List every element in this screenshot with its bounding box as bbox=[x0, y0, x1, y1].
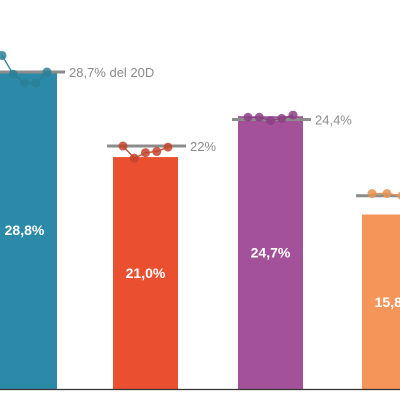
poll-point bbox=[118, 141, 128, 151]
poll-point bbox=[266, 116, 275, 126]
reference-label: 28,7% del 20D bbox=[69, 65, 154, 80]
poll-point bbox=[254, 112, 264, 122]
poll-point bbox=[129, 153, 139, 163]
labels-layer: 28,7% del 20D 28,8% 22% 21,0% 24,4% 24,7% 15,8… bbox=[5, 65, 400, 310]
poll-point bbox=[367, 189, 377, 199]
poll-point bbox=[8, 69, 18, 79]
bars-layer bbox=[0, 70, 400, 390]
bar-value-label: 15,8% bbox=[375, 294, 400, 310]
reference-label: 22% bbox=[190, 139, 216, 154]
poll-point bbox=[31, 78, 41, 88]
poll-point bbox=[141, 148, 150, 158]
bar bbox=[0, 70, 57, 390]
poll-point bbox=[288, 110, 298, 120]
poll-trend-line bbox=[372, 192, 400, 197]
poll-point bbox=[42, 67, 52, 77]
poll-point bbox=[163, 142, 173, 152]
poll-points-layer bbox=[0, 50, 400, 200]
bar bbox=[238, 116, 303, 390]
poll-point bbox=[20, 78, 29, 88]
reference-lines-layer bbox=[0, 70, 400, 198]
bar-value-label: 28,8% bbox=[5, 222, 45, 238]
bar-value-label: 24,7% bbox=[251, 245, 291, 261]
poll-point bbox=[397, 191, 400, 200]
bar bbox=[362, 214, 400, 389]
poll-point bbox=[0, 50, 7, 60]
bar-value-label: 21,0% bbox=[126, 265, 166, 281]
poll-point bbox=[243, 112, 253, 122]
bar bbox=[113, 157, 178, 389]
reference-label: 24,4% bbox=[315, 113, 352, 128]
poll-point bbox=[152, 147, 162, 157]
poll-point bbox=[382, 189, 392, 199]
poll-point bbox=[277, 113, 287, 123]
